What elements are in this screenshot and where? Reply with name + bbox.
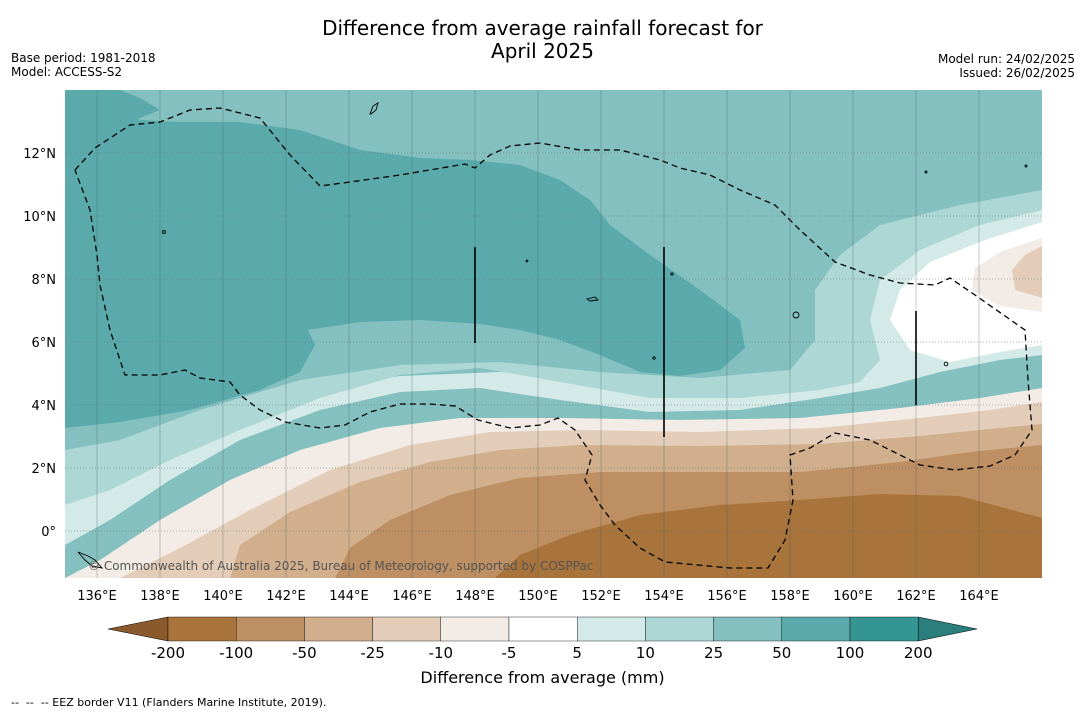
model-name: Model: ACCESS-S2 <box>11 65 123 79</box>
colorbar-tick-label: -100 <box>219 644 253 662</box>
colorbar-title: Difference from average (mm) <box>420 668 665 687</box>
lat-label: 4°N <box>32 399 57 414</box>
colorbar-tick-label: -200 <box>151 644 185 662</box>
state-boundaries <box>474 247 917 437</box>
colorbar-tick-label: 50 <box>772 644 791 662</box>
lat-label: 12°N <box>23 147 56 162</box>
colorbar-swatch <box>645 616 714 642</box>
lat-label: 8°N <box>32 273 57 288</box>
island-yap <box>162 230 166 234</box>
colorbar-tick-label: -50 <box>292 644 317 662</box>
colorbar-tick-label: 100 <box>836 644 865 662</box>
island-kosrae <box>943 361 949 367</box>
band-p200-hint <box>65 90 160 122</box>
island-atoll-2 <box>670 272 674 276</box>
colorbar-swatch <box>781 616 851 642</box>
lat-label: 2°N <box>32 462 57 477</box>
chart-title-line1: Difference from average rainfall forecas… <box>322 16 763 40</box>
meta-left: Base period: 1981-2018 Model: ACCESS-S2 <box>11 51 156 79</box>
colorbar-swatch <box>577 616 646 642</box>
island-atoll-1 <box>525 259 529 263</box>
model-run: Model run: 24/02/2025 <box>937 52 1075 66</box>
band-n200 <box>495 494 1042 578</box>
lon-label: 150°E <box>518 589 558 604</box>
islands <box>77 102 1028 569</box>
colorbar-tick-label: 200 <box>904 644 933 662</box>
lon-label: 142°E <box>266 589 306 604</box>
colorbar-swatch <box>235 616 305 642</box>
eez-borders <box>74 107 1033 569</box>
lat-label: 0° <box>41 525 56 540</box>
lon-label: 154°E <box>644 589 684 604</box>
colorbar-swatch <box>849 616 919 642</box>
map-attribution: © Commonwealth of Australia 2025, Bureau… <box>88 559 593 573</box>
band-p25 <box>65 190 1042 505</box>
island-palau <box>77 551 104 569</box>
lon-label: 162°E <box>896 589 936 604</box>
lon-label: 140°E <box>203 589 243 604</box>
lon-label: 164°E <box>959 589 999 604</box>
lon-label: 138°E <box>140 589 180 604</box>
island-atoll-5 <box>924 170 928 174</box>
colorbar-swatch <box>508 616 578 642</box>
lon-label: 144°E <box>329 589 369 604</box>
colorbar-tick-label: -25 <box>360 644 385 662</box>
colorbar-swatch <box>167 616 237 642</box>
issued-date: Issued: 26/02/2025 <box>959 66 1075 80</box>
colorbar-swatch <box>440 616 510 642</box>
lat-labels: 12°N 10°N 8°N 6°N 4°N 2°N 0° <box>23 147 56 540</box>
lon-label: 136°E <box>77 589 117 604</box>
chart-title-line2: April 2025 <box>491 39 594 63</box>
lat-label: 6°N <box>32 336 57 351</box>
island-atoll-3 <box>652 356 656 360</box>
island-pohnpei <box>792 311 800 319</box>
colorbar-extend-high <box>917 616 978 642</box>
meta-right: Model run: 24/02/2025 Issued: 26/02/2025 <box>938 52 1075 80</box>
lon-label: 160°E <box>833 589 873 604</box>
map-fill: © Commonwealth of Australia 2025, Bureau… <box>65 90 1042 578</box>
island-atoll-4 <box>1024 164 1028 168</box>
colorbar-swatch <box>304 616 373 642</box>
band-p100 <box>65 90 745 428</box>
island-guam <box>369 102 379 115</box>
colorbar-tick-label: 5 <box>572 644 582 662</box>
band-n25-east <box>1012 246 1042 298</box>
colorbar-tick-label: -10 <box>429 644 454 662</box>
eez-palau-fsm-west <box>74 107 1033 569</box>
base-period: Base period: 1981-2018 <box>11 51 156 65</box>
lon-labels: 136°E 138°E 140°E 142°E 144°E 146°E 148°E 150°E… <box>77 589 999 604</box>
footnote-eez: -- -- -- EEZ border V11 (Flanders Marine… <box>11 696 327 709</box>
colorbar-tick-label: -5 <box>502 644 517 662</box>
colorbar: -200 -100 -50 -25 -10 -5 5 10 25 50 100 200 <box>107 616 978 662</box>
lon-label: 148°E <box>455 589 495 604</box>
colorbar-swatch <box>372 616 442 642</box>
lat-label: 10°N <box>23 210 56 225</box>
colorbar-tick-label: 10 <box>636 644 655 662</box>
island-chuuk <box>585 296 599 302</box>
lon-label: 152°E <box>581 589 621 604</box>
colorbar-swatch <box>713 616 782 642</box>
lon-label: 158°E <box>770 589 810 604</box>
lon-label: 156°E <box>707 589 747 604</box>
colorbar-tick-label: 25 <box>704 644 723 662</box>
lon-label: 146°E <box>392 589 432 604</box>
colorbar-extend-low <box>107 616 169 642</box>
